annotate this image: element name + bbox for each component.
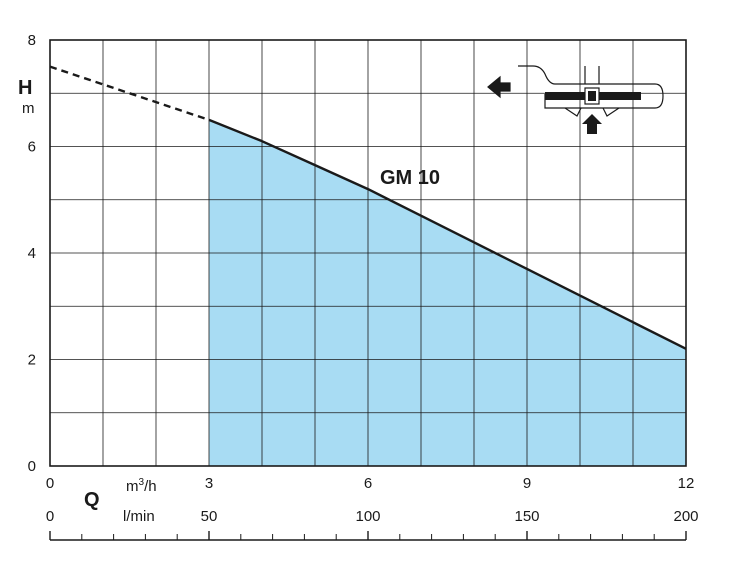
shaded-operating-area bbox=[209, 119, 686, 466]
x-tick-label-m3h: 9 bbox=[523, 475, 531, 492]
x-tick-label-lmin: 200 bbox=[673, 508, 698, 525]
grid bbox=[50, 40, 686, 466]
curve-solid-segment bbox=[208, 118, 687, 350]
x-tick-label-lmin: 50 bbox=[201, 508, 218, 525]
y-axis-unit: m bbox=[22, 100, 35, 117]
shaded-area bbox=[209, 119, 686, 466]
plot-frame bbox=[49, 39, 687, 467]
y-tick-label: 4 bbox=[28, 245, 36, 262]
x-axis-unit-lmin: l/min bbox=[123, 508, 155, 525]
x-axis-unit-m3h-tail: /h bbox=[144, 478, 157, 495]
tick-labels: 0 2 4 6 8 0 3 6 9 12 0 50 100 150 200 bbox=[28, 32, 699, 525]
x-tick-label-lmin: 150 bbox=[514, 508, 539, 525]
y-tick-label: 8 bbox=[28, 32, 36, 49]
x-tick-label-m3h: 6 bbox=[364, 475, 372, 492]
y-tick-label: 2 bbox=[28, 352, 36, 369]
y-tick-label: 6 bbox=[28, 139, 36, 156]
curve-label: GM 10 bbox=[380, 167, 440, 189]
x-axis-unit-m3h: m3/h bbox=[126, 477, 157, 495]
x-axis-unit-m3h-sup: 3 bbox=[139, 477, 145, 488]
x-axis-symbol: Q bbox=[84, 489, 100, 511]
x-tick-label-m3h: 12 bbox=[678, 475, 695, 492]
y-axis-symbol: H bbox=[18, 77, 32, 99]
plot-border bbox=[49, 39, 687, 467]
y-tick-label: 0 bbox=[28, 458, 36, 475]
x-tick-label-lmin: 0 bbox=[46, 508, 54, 525]
x-tick-label-m3h: 3 bbox=[205, 475, 213, 492]
x-tick-label-m3h: 0 bbox=[46, 475, 54, 492]
curve-layer bbox=[49, 65, 687, 350]
x-axis-unit-m3h-base: m bbox=[126, 478, 139, 495]
curve-dashed-segment bbox=[49, 65, 210, 122]
bottom-scale-bar bbox=[49, 531, 687, 541]
pump-impeller-schematic-icon bbox=[487, 65, 664, 134]
x-tick-label-lmin: 100 bbox=[355, 508, 380, 525]
